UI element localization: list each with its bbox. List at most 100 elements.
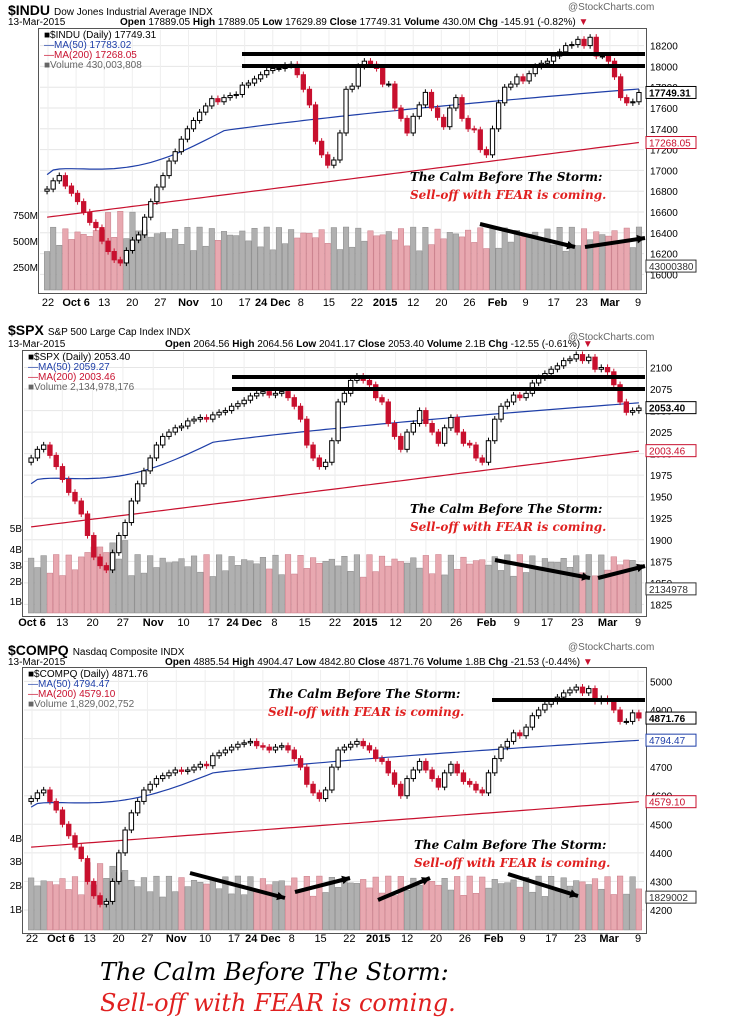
y-tick-label: 4500 — [650, 820, 673, 831]
candle-body — [103, 900, 110, 905]
candle-body — [160, 435, 166, 446]
candle-body — [548, 368, 554, 375]
volume-bar — [222, 570, 229, 614]
volume-tick-label: 1B — [10, 597, 23, 608]
volume-bar — [300, 232, 307, 291]
candle-body — [153, 778, 160, 785]
y-tick-label: 2100 — [650, 364, 673, 375]
volume-bar — [259, 878, 267, 931]
x-tick-label: 17 — [541, 617, 553, 629]
candle-body — [341, 746, 348, 751]
candle-body — [598, 367, 604, 370]
volume-bar — [28, 877, 35, 931]
x-tick-label: 2015 — [353, 617, 377, 629]
x-tick-label: 20 — [86, 617, 98, 629]
volume-bar — [328, 877, 335, 931]
volume-bar — [234, 565, 241, 614]
candle-body — [279, 745, 285, 748]
volume-bar — [216, 888, 223, 931]
candle-body — [196, 111, 203, 121]
price-label: 4871.76 — [649, 714, 686, 725]
candle-body — [203, 763, 210, 767]
price-label-box — [645, 711, 697, 725]
volume-bar — [554, 562, 561, 614]
volume-bar — [366, 554, 373, 614]
volume-bar — [385, 231, 392, 291]
candle-body — [385, 401, 391, 424]
volume-bar — [284, 554, 292, 614]
x-tick-label: 13 — [98, 297, 110, 309]
volume-bar — [360, 879, 367, 931]
candle-body — [581, 38, 587, 47]
volume-bar — [560, 877, 567, 931]
volume-bar — [203, 554, 210, 614]
volume-bar — [566, 885, 574, 931]
candle-body — [485, 772, 492, 794]
candle-body — [337, 132, 343, 161]
volume-bar — [96, 546, 104, 614]
volume-bar — [593, 231, 600, 291]
volume-bar — [526, 233, 533, 291]
candle-body — [266, 391, 272, 396]
candle-body — [422, 91, 429, 106]
volume-bar — [122, 870, 129, 931]
x-tick-label: 22 — [26, 933, 38, 945]
candle-body — [517, 394, 523, 399]
footer-annotation-line2: Sell-off with FEAR is coming. — [100, 989, 456, 1017]
candle-body — [448, 416, 454, 429]
volume-bar — [322, 560, 329, 614]
volume-bar — [466, 563, 473, 614]
candle-body — [66, 478, 72, 493]
volume-bar — [605, 235, 612, 291]
volume-bar — [40, 880, 47, 931]
volume-bar — [562, 250, 569, 291]
volume-bar — [617, 241, 624, 291]
candle-body — [28, 457, 34, 463]
x-tick-label: 9 — [520, 933, 526, 945]
x-tick-label: 17 — [239, 297, 251, 309]
volume-bar — [74, 231, 81, 291]
volume-bar — [397, 561, 404, 614]
candle-body — [210, 755, 216, 767]
candle-body — [190, 119, 197, 130]
candle-body — [247, 395, 254, 401]
candle-body — [510, 732, 517, 742]
candle-body — [526, 73, 532, 82]
volume-bar — [44, 251, 51, 291]
candle-body — [629, 712, 636, 722]
volume-bar — [361, 240, 368, 291]
candle-body — [479, 457, 485, 463]
trend-arrow — [494, 558, 591, 580]
y-tick-label: 16000 — [650, 270, 678, 281]
candle-body — [297, 405, 304, 420]
volume-bar — [465, 229, 472, 291]
candle-body — [492, 758, 498, 774]
candle-body — [617, 709, 623, 722]
ma200-line — [31, 801, 639, 848]
candle-body — [197, 416, 203, 420]
volume-bar — [397, 876, 404, 931]
x-tick-label: 12 — [407, 297, 419, 309]
spx-stats: Open 2064.56 High 2064.56 Low 2041.17 Cl… — [165, 339, 593, 350]
price-label: 4794.47 — [649, 736, 686, 747]
candle-body — [285, 745, 291, 751]
candle-body — [435, 431, 442, 444]
volume-bar — [297, 555, 304, 614]
trend-arrow-head — [566, 240, 575, 250]
volume-bar — [520, 236, 527, 291]
volume-bar — [228, 893, 235, 931]
spx-date: 13-Mar-2015 — [8, 339, 66, 350]
candle-body — [523, 726, 529, 737]
x-tick-label: 22 — [42, 297, 54, 309]
volume-tick-label: 4B — [10, 545, 23, 556]
volume-bar — [227, 234, 234, 291]
candle-body — [467, 780, 473, 785]
trend-arrow-head — [569, 889, 578, 898]
volume-bar — [140, 572, 147, 614]
volume-bar — [353, 883, 360, 931]
volume-bar — [165, 875, 173, 931]
volume-bar — [550, 244, 557, 291]
volume-bar — [435, 554, 442, 614]
volume-bar — [239, 230, 246, 291]
volume-bar — [278, 574, 285, 614]
